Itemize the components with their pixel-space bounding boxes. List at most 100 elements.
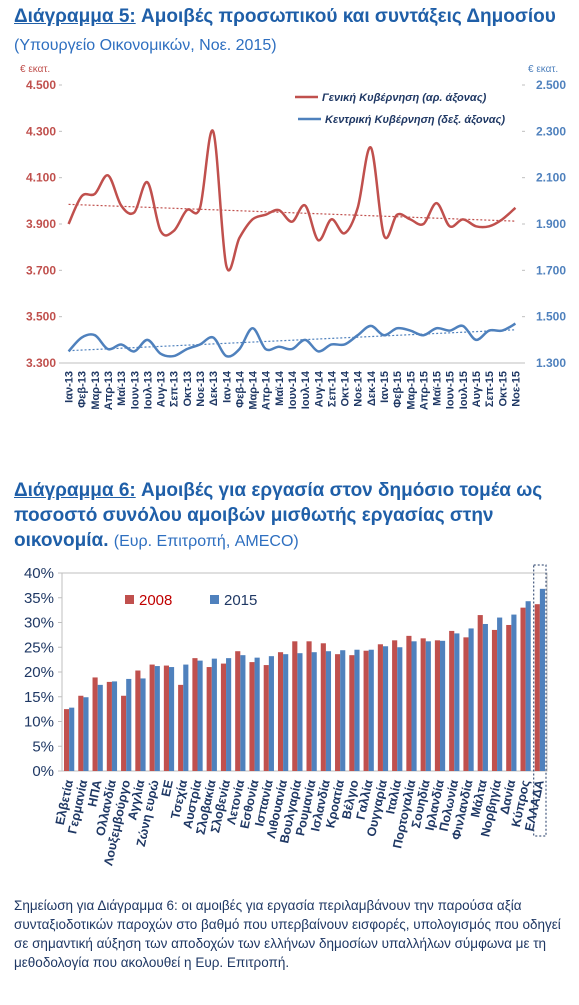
bar bbox=[126, 678, 132, 771]
x-tick-label: Ιουλ-14 bbox=[300, 370, 312, 409]
bar bbox=[263, 665, 269, 771]
plot-frame bbox=[61, 572, 548, 772]
x-tick-label: Ιουν-13 bbox=[129, 371, 141, 409]
bar bbox=[235, 651, 241, 771]
legend-swatch bbox=[125, 595, 134, 604]
chart: € εκατ. € εκατ. 3.300 3.500 3.700 3.900 4.100 4… bbox=[20, 64, 566, 410]
bar bbox=[420, 638, 426, 771]
y2-tick-label: 1.700 bbox=[536, 263, 566, 277]
y2-tick-label: 2.100 bbox=[536, 171, 566, 185]
bar bbox=[354, 649, 360, 771]
bar bbox=[240, 655, 246, 771]
bar bbox=[506, 624, 512, 771]
x-tick-label: Ιαν-15 bbox=[379, 371, 391, 403]
line bbox=[67, 129, 517, 272]
y-tick-label: 30% bbox=[24, 615, 54, 632]
bar bbox=[477, 615, 483, 771]
bar bbox=[497, 617, 503, 771]
bar bbox=[140, 678, 146, 771]
highlight-box bbox=[533, 564, 547, 837]
x-tick-label: Οκτ-14 bbox=[340, 370, 352, 406]
legend-label: 2008 bbox=[139, 592, 172, 609]
chart-title: Διάγραμμα 5: Αμοιβές προσωπικού και συντ… bbox=[14, 6, 570, 28]
bar bbox=[434, 640, 441, 771]
bar bbox=[534, 604, 540, 771]
x-tick-label: Ιουλ-15 bbox=[458, 371, 470, 409]
bar bbox=[178, 684, 184, 771]
x-tick-label: Σεπ-13 bbox=[169, 371, 181, 407]
x-tick-label: Οκτ-13 bbox=[182, 371, 194, 407]
bar bbox=[197, 660, 203, 771]
bar bbox=[92, 677, 98, 771]
x-tick-label: Οκτ-15 bbox=[497, 371, 509, 407]
x-tick-label: Απρ-14 bbox=[261, 370, 273, 410]
bar bbox=[168, 667, 175, 771]
bar bbox=[335, 654, 341, 771]
bar bbox=[520, 607, 526, 771]
x-tick-label: Μαϊ-13 bbox=[116, 371, 128, 406]
title-text: Αμοιβές για εργασία στον δημόσιο τομέα ω… bbox=[14, 480, 543, 551]
chart-title: Διάγραμμα 6: Αμοιβές για εργασία στον δη… bbox=[14, 478, 570, 554]
bar bbox=[468, 628, 474, 771]
y-tick-label: 40% bbox=[24, 565, 54, 582]
x-tick-label: Μαρ-13 bbox=[90, 371, 102, 410]
bar bbox=[440, 640, 446, 771]
bar bbox=[249, 662, 255, 771]
bar bbox=[382, 646, 389, 771]
bar bbox=[377, 644, 383, 771]
x-tick-label: Αυγ-13 bbox=[156, 371, 168, 407]
title-label: Διάγραμμα 5: bbox=[14, 6, 136, 27]
x-tick-label: Δεκ-14 bbox=[366, 370, 378, 406]
bar bbox=[325, 651, 332, 771]
y-tick-label: 4.100 bbox=[26, 171, 56, 185]
y-tick-label: 5% bbox=[32, 738, 54, 755]
x-tick-label: Μαϊ-15 bbox=[432, 371, 444, 406]
x-tick-label: Απρ-13 bbox=[103, 371, 115, 410]
bar bbox=[449, 630, 455, 771]
bar bbox=[292, 641, 298, 771]
bar bbox=[226, 658, 232, 771]
bar bbox=[192, 658, 198, 771]
x-tick-label: Ιαν-14 bbox=[221, 370, 233, 403]
bar bbox=[340, 650, 346, 771]
bar bbox=[349, 655, 355, 771]
title-label: Διάγραμμα 6: bbox=[14, 480, 136, 501]
bar bbox=[268, 656, 274, 771]
bar bbox=[463, 637, 469, 771]
bar bbox=[163, 665, 169, 771]
bar bbox=[121, 695, 127, 771]
bar bbox=[97, 684, 103, 771]
bar bbox=[183, 664, 189, 771]
x-tick-label: Σεπ-15 bbox=[484, 371, 496, 407]
bar bbox=[411, 641, 417, 771]
y-tick-label: 4.500 bbox=[26, 78, 56, 92]
trend-line bbox=[68, 203, 516, 222]
x-tick-label: Αυγ-15 bbox=[471, 371, 483, 407]
bar bbox=[106, 681, 112, 771]
y2-tick-label: 1.500 bbox=[536, 310, 566, 324]
y-tick-label: 3.300 bbox=[26, 356, 56, 370]
bar bbox=[406, 635, 412, 771]
legend-label: 2015 bbox=[224, 592, 257, 609]
y-tick-label: 35% bbox=[24, 590, 54, 607]
legend-label: Κεντρική Κυβέρνηση (δεξ. άξονας) bbox=[325, 114, 505, 126]
bar bbox=[368, 649, 374, 771]
y2-tick-label: 2.300 bbox=[536, 124, 566, 138]
bar bbox=[69, 707, 75, 771]
x-tick-label: Ιουν-14 bbox=[287, 370, 299, 409]
bar bbox=[149, 664, 155, 771]
chart-subtitle: (Υπουργείο Οικονομικών, Νοε. 2015) bbox=[14, 37, 277, 54]
x-tick-label: Μαρ-14 bbox=[248, 370, 260, 410]
bar bbox=[320, 643, 326, 771]
x-tick-label: ΗΠΑ bbox=[85, 779, 104, 808]
x-tick-label: Νοε-14 bbox=[353, 370, 365, 407]
legend-label: Γενική Κυβέρνηση (αρ. άξονας) bbox=[322, 92, 487, 104]
trend-line bbox=[68, 329, 516, 352]
y2-axis-label: € εκατ. bbox=[528, 64, 558, 75]
y-tick-label: 3.700 bbox=[26, 263, 56, 277]
y-tick-label: 20% bbox=[24, 664, 54, 681]
x-tick-label: ΕΕ bbox=[159, 779, 176, 798]
bar bbox=[425, 641, 431, 771]
title-text: Αμοιβές προσωπικού και συντάξεις Δημοσίο… bbox=[141, 6, 556, 27]
